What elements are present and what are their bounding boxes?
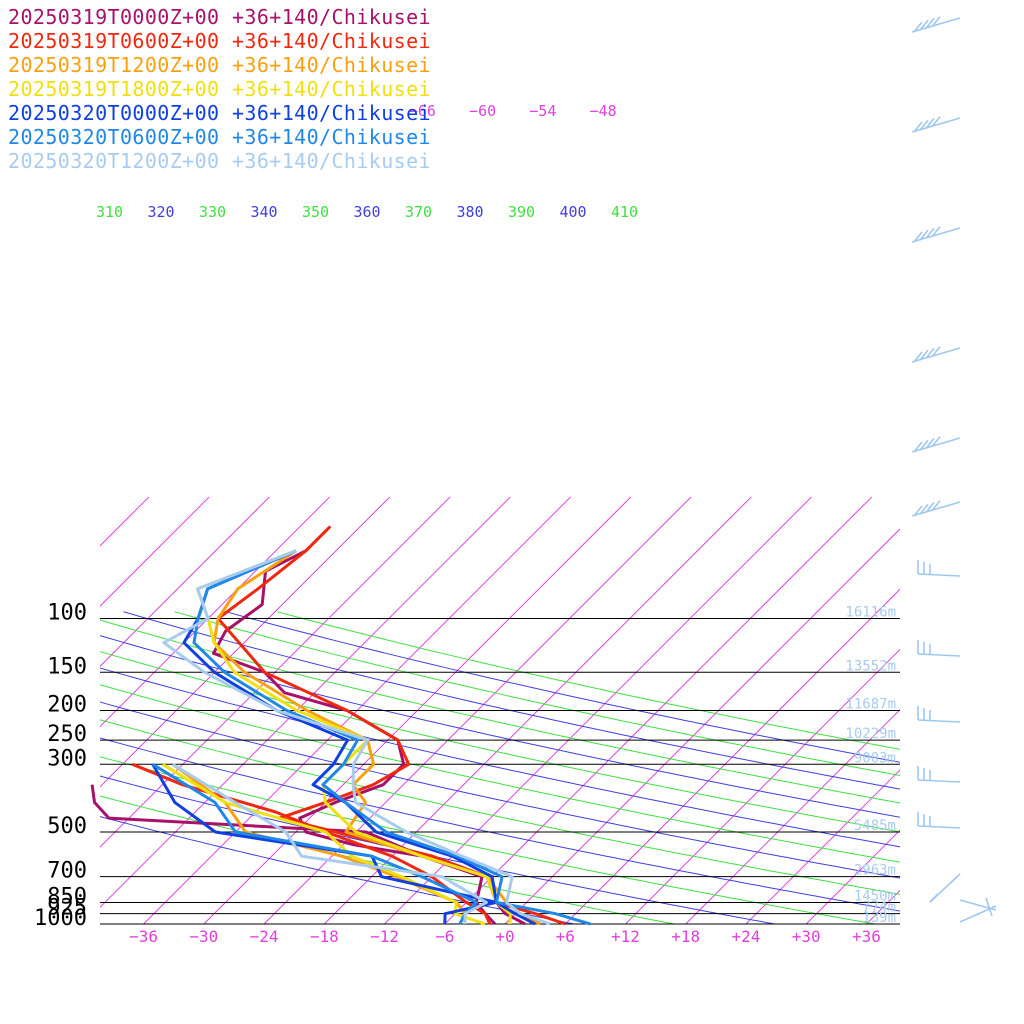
theta-label: 340 (251, 203, 278, 221)
theta-label: 410 (611, 203, 638, 221)
temperature-tick-label: +12 (611, 927, 640, 946)
pressure-label: 300 (47, 746, 87, 771)
theta-label: 370 (405, 203, 432, 221)
theta-label: 310 (96, 203, 123, 221)
pressure-label: 1000 (34, 906, 87, 931)
dry-adiabat-line (100, 667, 900, 848)
dry-adiabat-line (174, 611, 900, 777)
theta-label: 380 (457, 203, 484, 221)
height-label: 13552m (845, 658, 896, 674)
pressure-label: 850 (47, 884, 87, 909)
wind-barb-icon (917, 640, 961, 657)
wind-barb-icon (917, 706, 961, 723)
wind-barb-icon (911, 436, 961, 453)
pressure-label: 500 (47, 814, 87, 839)
theta-label: 360 (354, 203, 381, 221)
theta-label: 320 (148, 203, 175, 221)
dewpoint-trace (172, 763, 488, 925)
temperature-tick-label: −36 (129, 927, 158, 946)
isotherm-line (745, 769, 900, 924)
temperature-trace (212, 549, 541, 926)
sounding-traces (90, 525, 591, 926)
upper-isotherm-label: −66 (409, 102, 436, 120)
wind-barb-icon (911, 346, 961, 363)
wind-barbs (911, 16, 997, 923)
wind-barb-icon (911, 500, 961, 517)
temperature-tick-label: +36 (852, 927, 881, 946)
legend-entry: 20250319T1200Z+00 +36+140/Chikusei (8, 53, 431, 77)
theta-label: 390 (508, 203, 535, 221)
pressure-label: 100 (47, 601, 87, 626)
temperature-tick-label: +0 (495, 927, 514, 946)
theta-label: 330 (199, 203, 226, 221)
isotherm-line (927, 497, 1024, 924)
temperature-tick-label: +6 (556, 927, 575, 946)
legend-entry: 20250320T0000Z+00 +36+140/Chikusei (8, 101, 431, 125)
height-label: 1450m (854, 888, 896, 904)
wind-barb-icon (917, 560, 961, 577)
dry-adiabat-line (100, 701, 900, 879)
dry-adiabat-line (100, 619, 900, 804)
wind-barb-icon (911, 226, 961, 243)
isotherm-line (805, 829, 900, 924)
height-label: 10229m (845, 726, 896, 742)
pressure-label: 700 (47, 859, 87, 884)
dry-adiabat-line (100, 719, 900, 895)
temperature-tick-label: +30 (792, 927, 821, 946)
wind-barb-icon (929, 873, 961, 903)
temperature-tick-label: −24 (250, 927, 279, 946)
wind-barb-icon (911, 16, 961, 33)
height-label: 16116m (845, 605, 896, 621)
legend-entry: 20250320T1200Z+00 +36+140/Chikusei (8, 149, 431, 173)
legend-entry: 20250320T0600Z+00 +36+140/Chikusei (8, 125, 431, 149)
isotherm-line (100, 496, 270, 668)
wind-barb-icon (911, 116, 961, 133)
theta-label: 400 (560, 203, 587, 221)
isotherm-line (987, 497, 1024, 924)
height-label: 2963m (854, 863, 896, 879)
dry-adiabat-line (100, 651, 900, 833)
dry-adiabat-line (123, 611, 900, 790)
wind-barb-icon (917, 812, 961, 829)
pressure-label: 200 (47, 692, 87, 717)
upper-isotherm-label: −48 (590, 102, 617, 120)
temperature-tick-label: −30 (189, 927, 218, 946)
theta-label: 350 (302, 203, 329, 221)
dry-adiabat-line (225, 611, 900, 763)
temperature-tick-label: −6 (435, 927, 454, 946)
isotherm-line (0, 497, 28, 924)
isotherm-line (100, 496, 210, 607)
temperature-tick-label: −18 (310, 927, 339, 946)
dry-adiabat-line (100, 684, 900, 863)
height-label: 5485m (854, 818, 896, 834)
height-label: 774m (862, 900, 896, 916)
legend-entry: 20250319T0600Z+00 +36+140/Chikusei (8, 29, 431, 53)
upper-isotherm-label: −54 (529, 102, 556, 120)
pressure-level-lines (100, 618, 900, 925)
upper-isotherm-label: −60 (469, 102, 496, 120)
dry-adiabat-line (276, 611, 900, 750)
wind-barb-icon (959, 897, 997, 923)
wind-barb-icon (917, 766, 961, 783)
temperature-trace (162, 549, 551, 926)
temperature-trace (192, 549, 591, 926)
height-label: 11687m (845, 696, 896, 712)
temperature-tick-label: −12 (370, 927, 399, 946)
temperature-tick-label: +24 (732, 927, 761, 946)
legend-entry: 20250319T0000Z+00 +36+140/Chikusei (8, 5, 431, 29)
height-label: 139m (862, 910, 896, 926)
height-label: 9003m (854, 750, 896, 766)
legend-entry: 20250319T1800Z+00 +36+140/Chikusei (8, 77, 431, 101)
pressure-label: 150 (47, 654, 87, 679)
pressure-label: 250 (47, 722, 87, 747)
temperature-tick-label: +18 (671, 927, 700, 946)
dry-adiabat-line (100, 635, 900, 818)
temperature-trace (182, 549, 536, 926)
legend: 20250319T0000Z+00 +36+140/Chikusei202503… (8, 5, 431, 173)
pressure-label: 925 (47, 896, 87, 921)
